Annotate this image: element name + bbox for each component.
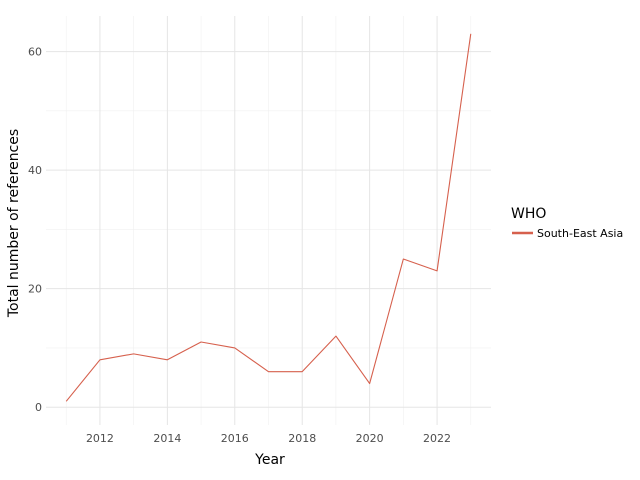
major-gridlines — [46, 16, 491, 425]
y-tick-label: 20 — [28, 283, 42, 296]
legend: WHO South-East Asia — [511, 206, 623, 240]
minor-gridlines — [46, 16, 491, 425]
series-line — [65, 33, 472, 402]
x-tick-label: 2018 — [288, 432, 316, 445]
series-layer — [65, 33, 472, 402]
y-tick-label: 60 — [28, 46, 42, 59]
x-tick-label: 2012 — [86, 432, 114, 445]
x-axis-ticks: 2012 2014 2016 2018 2020 2022 — [86, 432, 451, 445]
legend-title: WHO — [511, 206, 546, 222]
y-axis-title: Total number of references — [6, 129, 22, 318]
legend-label: South-East Asia — [537, 227, 623, 240]
x-tick-label: 2016 — [221, 432, 249, 445]
x-tick-label: 2022 — [423, 432, 451, 445]
y-axis-ticks: 0 20 40 60 — [28, 46, 42, 415]
x-axis-title: Year — [254, 452, 285, 468]
y-tick-label: 40 — [28, 164, 42, 177]
x-tick-label: 2020 — [356, 432, 384, 445]
x-tick-label: 2014 — [153, 432, 181, 445]
y-tick-label: 0 — [35, 401, 42, 414]
legend-entries: South-East Asia — [512, 227, 623, 240]
